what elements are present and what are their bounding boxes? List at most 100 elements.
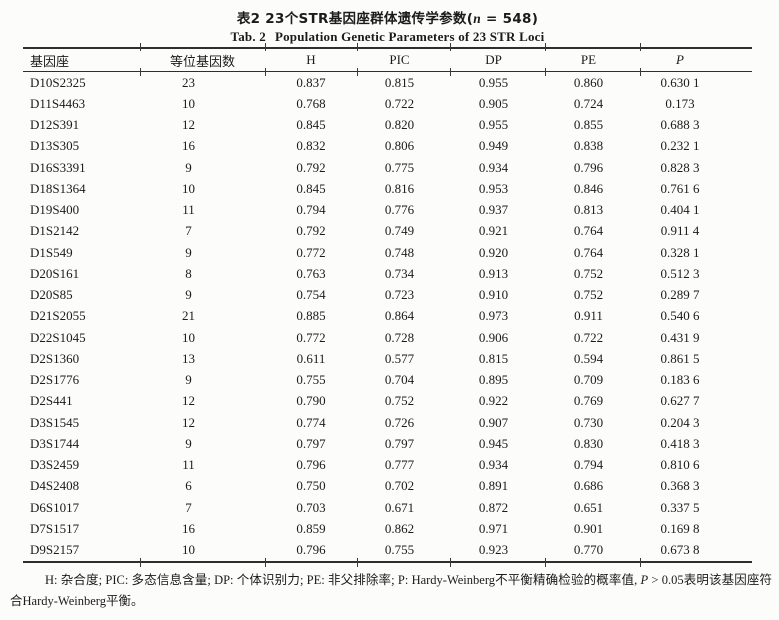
table-title-zh-post: = 548) [481,11,539,27]
pe-cell: 0.752 [573,265,604,281]
p-cell: 0.761 6 [660,180,700,196]
p-cell: 0.169 8 [660,520,700,536]
pe-cell: 0.651 [573,499,604,515]
allele-count-cell: 12 [182,117,195,133]
table-title-zh-pre: 表2 23个STR基因座群体遗传学参数( [236,11,474,27]
locus-cell: D2S441 [30,393,73,409]
pe-cell: 0.709 [573,372,604,388]
header-locus: 基因座 [23,48,140,72]
h-cell: 0.797 [296,435,326,451]
allele-count-cell: 10 [182,180,195,196]
pe-cell: 0.722 [573,329,604,345]
allele-count-cell: 7 [185,499,192,515]
dp-cell: 0.923 [449,540,545,568]
locus-cell: D19S400 [30,202,80,218]
pic-cell: 0.806 [384,138,415,154]
p-cell: 0.810 6 [660,457,700,473]
p-cell: 0.173 [665,95,695,111]
footnote-conclusion: > 0.05表明该基因座符合Hardy-Weinberg平衡。 [10,573,772,608]
p-cell: 0.627 7 [660,393,700,409]
locus-cell: D22S1045 [30,329,86,345]
pic-cell: 0.755 [356,540,450,568]
allele-count-cell: 9 [185,372,192,388]
pic-cell: 0.671 [384,499,415,515]
dp-cell: 0.971 [478,520,509,536]
p-cell: 0.630 1 [660,74,700,90]
table-number-label: Tab. 2 [230,29,266,44]
locus-cell: D12S391 [30,117,80,133]
table-row: D12S391 12 0.845 0.820 0.955 0.855 0.688 3 [23,115,752,136]
allele-count-cell: 10 [182,95,195,111]
pic-cell: 0.577 [384,350,415,366]
allele-count-cell: 23 [182,74,195,90]
pic-cell: 0.749 [384,223,415,239]
pe-cell: 0.901 [573,520,604,536]
pe-cell: 0.794 [573,457,604,473]
h-cell: 0.763 [296,265,326,281]
pic-cell: 0.748 [384,244,415,260]
h-cell: 0.754 [296,287,326,303]
h-cell: 0.845 [296,180,326,196]
h-cell: 0.768 [296,95,326,111]
h-cell: 0.885 [296,308,326,324]
table-row: D6S1017 7 0.703 0.671 0.872 0.651 0.337 5 [23,497,752,518]
table-row: D3S1744 9 0.797 0.797 0.945 0.830 0.418 3 [23,433,752,454]
h-cell: 0.832 [296,138,326,154]
locus-cell: D7S1517 [30,520,80,536]
pe-cell: 0.752 [573,287,604,303]
locus-cell: D6S1017 [30,499,80,515]
pic-cell: 0.723 [384,287,415,303]
pe-cell: 0.796 [573,159,604,175]
locus-cell: D3S1545 [30,414,80,430]
dp-cell: 0.922 [478,393,509,409]
p-cell: 0.828 3 [660,159,700,175]
dp-cell: 0.895 [478,372,509,388]
p-cell: 0.512 3 [660,265,700,281]
pic-cell: 0.776 [384,202,415,218]
h-cell: 0.845 [296,117,326,133]
pe-cell: 0.730 [573,414,604,430]
table-footnote: H: 杂合度; PIC: 多态信息含量; DP: 个体识别力; PE: 非父排除… [10,570,772,612]
h-cell: 0.772 [296,244,326,260]
h-cell: 0.611 [296,350,326,366]
pic-cell: 0.726 [384,414,415,430]
locus-cell: D13S305 [30,138,80,154]
pe-cell: 0.830 [573,435,604,451]
pic-cell: 0.722 [384,95,415,111]
pe-cell: 0.860 [573,74,604,90]
allele-count-cell: 9 [185,287,192,303]
h-cell: 0.774 [296,414,326,430]
locus-cell: D2S1776 [30,372,80,388]
dp-cell: 0.949 [478,138,509,154]
pe-cell: 0.838 [573,138,604,154]
h-cell: 0.790 [296,393,326,409]
allele-count-cell: 9 [185,435,192,451]
pic-cell: 0.815 [384,74,415,90]
pe-cell: 0.764 [573,223,604,239]
footnote-p-symbol: P [640,573,649,587]
h-cell: 0.859 [296,520,326,536]
pic-cell: 0.777 [384,457,415,473]
table-header: 基因座 等位基因数 H PIC DP PE P [23,42,752,74]
dp-cell: 0.955 [478,117,509,133]
locus-cell: D4S2408 [30,478,80,494]
pe-cell: 0.764 [573,244,604,260]
p-cell: 0.328 1 [660,244,700,260]
table-row: D3S2459 11 0.796 0.777 0.934 0.794 0.810 6 [23,455,752,476]
allele-count-cell: 13 [182,350,195,366]
table-title-en-text: Population Genetic Parameters of 23 STR … [274,29,545,44]
table-body: D10S2325 23 0.837 0.815 0.955 0.860 0.630 1 D11… [23,72,752,568]
locus-cell: D18S1364 [30,180,86,196]
pic-cell: 0.820 [384,117,415,133]
genetic-parameters-table: 基因座 等位基因数 H PIC DP PE P D10S2325 23 0.837 0… [23,42,752,568]
pe-cell: 0.846 [573,180,604,196]
table-row: D11S4463 10 0.768 0.722 0.905 0.724 0.173 [23,93,752,114]
allele-count-cell: 11 [182,457,195,473]
dp-cell: 0.905 [478,95,509,111]
table-row: D21S2055 21 0.885 0.864 0.973 0.911 0.540 6 [23,306,752,327]
h-cell: 0.796 [264,540,357,568]
pe-cell: 0.855 [573,117,604,133]
allele-count-cell: 12 [182,393,195,409]
pic-cell: 0.734 [384,265,415,281]
allele-count-cell: 10 [139,540,265,568]
